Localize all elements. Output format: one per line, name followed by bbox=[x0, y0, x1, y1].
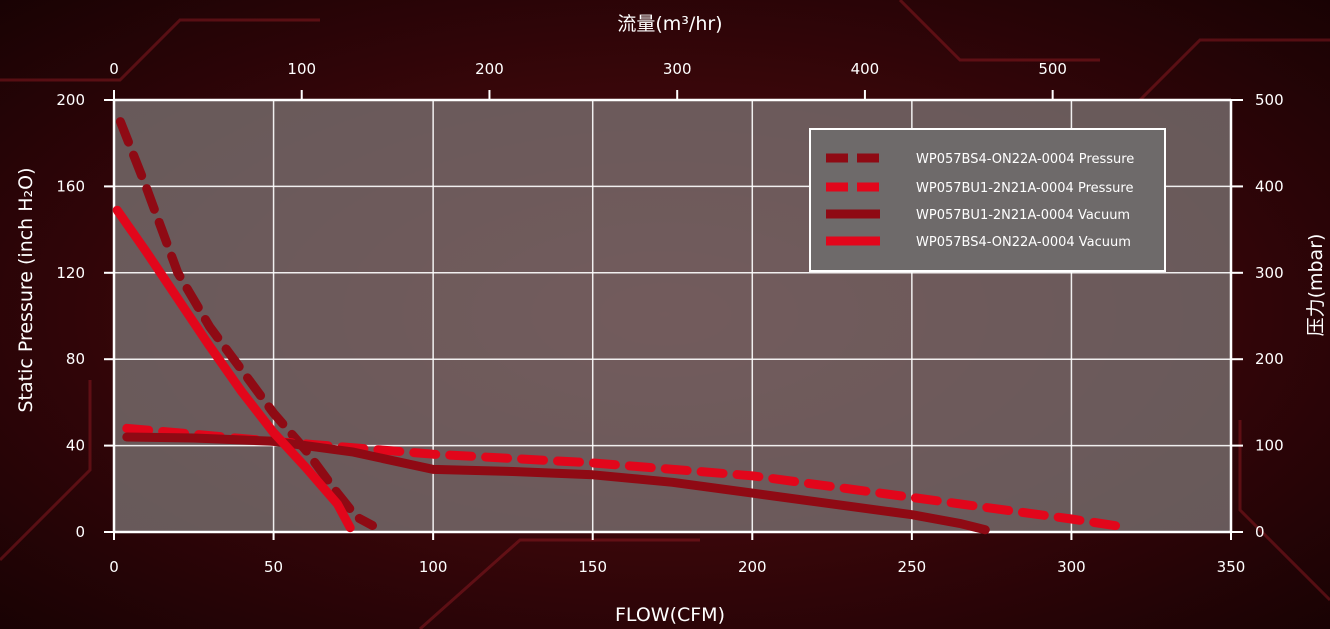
series-line-1 bbox=[115, 117, 377, 530]
legend-label-3: WP057BU1-2N21A-0004 Vacuum bbox=[916, 208, 1130, 223]
x2-tick-label: 400 bbox=[851, 60, 880, 78]
y2-axis-title: 压力(mbar) bbox=[1305, 234, 1327, 337]
y2-tick-label: 300 bbox=[1255, 264, 1284, 282]
x-tick-label: 0 bbox=[109, 558, 119, 576]
circuit-trace bbox=[419, 538, 700, 629]
legend-label-2: WP057BU1-2N21A-0004 Pressure bbox=[916, 181, 1133, 196]
circuit-trace bbox=[1138, 38, 1330, 102]
x-tick-label: 300 bbox=[1057, 558, 1086, 576]
y-tick-label: 40 bbox=[66, 437, 85, 455]
legend-label-1: WP057BS4-ON22A-0004 Pressure bbox=[916, 152, 1134, 167]
x-tick-label: 100 bbox=[419, 558, 448, 576]
x2-tick-label: 200 bbox=[475, 60, 504, 78]
x-tick-label: 150 bbox=[578, 558, 607, 576]
x-tick-label: 250 bbox=[898, 558, 927, 576]
series-line-2 bbox=[122, 423, 1134, 533]
legend-box bbox=[809, 128, 1166, 272]
series-layer bbox=[112, 117, 1134, 535]
x-tick-label: 50 bbox=[264, 558, 283, 576]
x2-tick-label: 500 bbox=[1038, 60, 1067, 78]
axes bbox=[112, 98, 1233, 534]
x2-axis-title: 流量(m³/hr) bbox=[617, 13, 722, 35]
series-line-3 bbox=[122, 432, 990, 535]
x-tick-label: 350 bbox=[1217, 558, 1246, 576]
legend-label-4: WP057BS4-ON22A-0004 Vacuum bbox=[916, 235, 1131, 250]
y2-tick-label: 200 bbox=[1255, 350, 1284, 368]
y-tick-label: 80 bbox=[66, 350, 85, 368]
y-tick-label: 160 bbox=[56, 177, 85, 195]
series-line-4 bbox=[112, 205, 355, 533]
y-tick-label: 120 bbox=[56, 264, 85, 282]
legend: WP057BS4-ON22A-0004 Pressure WP057BU1-2N… bbox=[809, 128, 1166, 272]
x-tick-label: 200 bbox=[738, 558, 767, 576]
y2-tick-label: 0 bbox=[1255, 523, 1265, 541]
x-axis-title: FLOW(CFM) bbox=[615, 604, 725, 626]
y-tick-label: 0 bbox=[75, 523, 85, 541]
tick-labels: 0 50 100 150 200 250 300 350 0 40 80 120 160 200 0 100 2… bbox=[56, 60, 1283, 576]
y2-tick-label: 400 bbox=[1255, 177, 1284, 195]
y-tick-label: 200 bbox=[56, 91, 85, 109]
x2-tick-label: 0 bbox=[109, 60, 119, 78]
y2-tick-label: 500 bbox=[1255, 91, 1284, 109]
x2-tick-label: 100 bbox=[287, 60, 316, 78]
x2-tick-label: 300 bbox=[663, 60, 692, 78]
y-axis-title: Static Pressure (inch H₂O) bbox=[15, 167, 37, 412]
circuit-trace bbox=[0, 18, 320, 82]
circuit-trace bbox=[898, 0, 1100, 62]
circuit-trace bbox=[0, 380, 92, 562]
circuit-trace bbox=[1238, 420, 1330, 602]
y2-tick-label: 100 bbox=[1255, 437, 1284, 455]
